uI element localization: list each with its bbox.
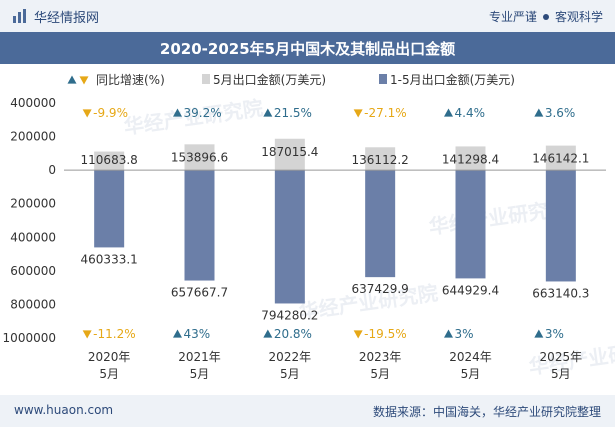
bar-may: [184, 144, 215, 171]
yoy-may-label: -9.9%: [93, 106, 128, 120]
tagline: 专业严谨 客观科学: [489, 8, 603, 25]
data-label-may: 110683.8: [81, 153, 138, 167]
bar-ytd: [274, 170, 305, 304]
chart-title: 2020-2025年5月中国木及其制品出口金额: [159, 39, 456, 58]
data-label-ytd: 644929.4: [442, 283, 499, 297]
legend-may: 5月出口金额(万美元): [213, 72, 326, 87]
x-tick-label: 2022年: [269, 350, 312, 364]
x-tick-label: 5月: [280, 367, 300, 381]
x-tick-label: 2025年: [540, 350, 583, 364]
data-label-ytd: 663140.3: [532, 286, 589, 300]
x-tick-label: 2021年: [178, 350, 221, 364]
data-label-ytd: 460333.1: [81, 252, 138, 266]
bar-may: [365, 147, 396, 171]
bar-may: [545, 145, 576, 171]
dot-icon: [542, 13, 549, 20]
yoy-ytd-down-icon: [353, 330, 363, 339]
x-tick-label: 2024年: [449, 350, 492, 364]
title-bar: 2020-2025年5月中国木及其制品出口金额: [0, 32, 615, 64]
data-label-ytd: 794280.2: [261, 308, 318, 322]
bar-ytd: [94, 170, 125, 248]
yoy-ytd-label: 3%: [455, 327, 474, 341]
yoy-may-up-icon: [534, 108, 544, 117]
yoy-ytd-label: 20.8%: [274, 327, 312, 341]
bar-ytd: [455, 170, 486, 279]
yoy-may-label: 21.5%: [274, 106, 312, 120]
yoy-may-down-icon: [82, 109, 92, 118]
data-label-may: 153896.6: [171, 150, 228, 164]
bar-ytd: [184, 170, 215, 281]
yoy-may-up-icon: [173, 108, 182, 117]
x-tick-label: 5月: [461, 367, 481, 381]
site-link[interactable]: www.huaon.com: [14, 403, 114, 417]
legend-yoy: 同比增速(%): [96, 73, 165, 87]
tagline-1: 专业严谨: [488, 10, 537, 24]
yoy-ytd-label: -11.2%: [93, 327, 135, 341]
x-tick-label: 5月: [190, 367, 210, 381]
yoy-ytd-up-icon: [263, 329, 273, 338]
data-source: 数据来源：中国海关，华经产业研究院整理: [372, 405, 601, 419]
brand[interactable]: 华经情报网: [12, 7, 100, 26]
yoy-may-label: 39.2%: [184, 106, 222, 120]
data-label-may: 141298.4: [442, 152, 499, 166]
y-tick-label: 200000: [10, 197, 56, 211]
yoy-may-label: 4.4%: [455, 106, 486, 120]
yoy-ytd-label: 43%: [184, 327, 211, 341]
data-label-ytd: 657667.7: [171, 286, 228, 300]
y-tick-label: 1000000: [3, 331, 56, 345]
footer: www.huaon.com 数据来源：中国海关，华经产业研究院整理: [0, 395, 615, 427]
y-tick-label: 200000: [10, 130, 56, 144]
yoy-ytd-up-icon: [534, 329, 544, 338]
data-label-may: 136112.2: [352, 153, 409, 167]
bar-ytd: [365, 170, 396, 278]
y-tick-label: 600000: [10, 264, 56, 278]
y-tick-label: 0: [48, 163, 56, 177]
yoy-ytd-down-icon: [82, 330, 92, 339]
legend-ytd: 1-5月出口金额(万美元): [390, 72, 515, 87]
x-tick-label: 2020年: [88, 350, 131, 364]
bar-may: [274, 138, 305, 171]
data-label-may: 146142.1: [532, 152, 589, 166]
y-tick-label: 400000: [10, 230, 56, 244]
yoy-ytd-up-icon: [444, 329, 453, 338]
brand-logo-icon: [13, 9, 26, 23]
tagline-2: 客观科学: [554, 10, 603, 24]
legend-up-icon: [67, 75, 77, 84]
yoy-ytd-label: 3%: [545, 327, 564, 341]
yoy-may-label: 3.6%: [545, 106, 576, 120]
data-label-may: 187015.4: [261, 145, 318, 159]
x-tick-label: 5月: [370, 367, 390, 381]
x-tick-label: 2023年: [359, 350, 402, 364]
yoy-may-label: -27.1%: [364, 106, 406, 120]
brand-name: 华经情报网: [34, 10, 100, 26]
x-tick-label: 5月: [551, 367, 571, 381]
bar-may: [94, 151, 125, 171]
yoy-may-down-icon: [353, 109, 363, 118]
yoy-ytd-up-icon: [173, 329, 182, 338]
yoy-may-up-icon: [444, 108, 453, 117]
y-tick-label: 400000: [10, 96, 56, 110]
legend-down-icon: [79, 76, 89, 85]
bar-may: [455, 146, 486, 171]
legend-may-swatch: [202, 74, 210, 84]
x-tick-label: 5月: [99, 367, 119, 381]
yoy-may-up-icon: [263, 108, 273, 117]
data-label-ytd: 637429.9: [352, 282, 409, 296]
y-tick-label: 800000: [10, 297, 56, 311]
legend-ytd-swatch: [379, 74, 387, 84]
yoy-ytd-label: -19.5%: [364, 327, 406, 341]
top-bar: 华经情报网 专业严谨 客观科学: [0, 0, 615, 32]
bar-ytd: [545, 170, 576, 282]
